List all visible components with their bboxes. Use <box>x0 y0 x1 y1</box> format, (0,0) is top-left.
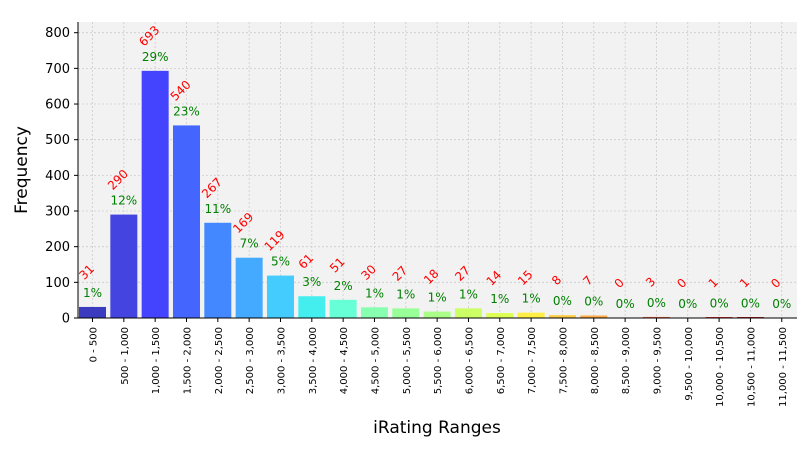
y-tick-label: 500 <box>45 133 70 148</box>
x-tick-label: 7,000 - 7,500 <box>527 327 538 394</box>
percent-label: 1% <box>522 292 541 306</box>
y-ticks: 0 100 200 300 400 500 600 700 800 <box>45 26 78 327</box>
x-tick-label: 10,000 - 10,500 <box>715 327 726 407</box>
y-tick-label: 600 <box>45 98 70 113</box>
percent-label: 7% <box>240 237 259 251</box>
percent-label: 1% <box>365 286 384 300</box>
percent-label: 0% <box>616 297 635 311</box>
bar <box>110 214 138 318</box>
bar <box>548 315 576 318</box>
percent-label: 0% <box>772 297 791 311</box>
y-tick-label: 400 <box>45 169 70 184</box>
percent-label: 0% <box>553 294 572 308</box>
percent-label: 0% <box>678 297 697 311</box>
percent-label: 5% <box>271 255 290 269</box>
x-tick-label: 5,000 - 5,500 <box>402 327 413 394</box>
percent-label: 1% <box>83 286 102 300</box>
x-tick-label: 7,500 - 8,000 <box>558 327 569 394</box>
bar <box>329 299 357 318</box>
x-tick-label: 8,500 - 9,000 <box>621 327 632 394</box>
percent-label: 2% <box>334 279 353 293</box>
bar <box>423 311 451 318</box>
y-tick-label: 100 <box>45 276 70 291</box>
bar <box>204 222 232 318</box>
x-tick-label: 1,000 - 1,500 <box>151 327 162 394</box>
percent-label: 1% <box>396 287 415 301</box>
x-axis-title: iRating Ranges <box>373 418 501 438</box>
x-tick-label: 0 - 500 <box>89 327 100 362</box>
bar <box>580 315 608 318</box>
x-tick-label: 3,500 - 4,000 <box>308 327 319 394</box>
bars <box>79 70 764 318</box>
x-tick-label: 2,500 - 3,000 <box>245 327 256 394</box>
x-tick-label: 500 - 1,000 <box>120 327 131 385</box>
bar <box>454 308 482 318</box>
x-tick-label: 2,000 - 2,500 <box>214 327 225 394</box>
bar <box>486 313 514 318</box>
y-tick-label: 800 <box>45 26 70 41</box>
x-tick-label: 10,500 - 11,000 <box>746 327 757 407</box>
x-ticks: 0 - 500 500 - 1,000 1,000 - 1,500 1,500 - 2… <box>89 318 789 407</box>
bar <box>517 312 545 318</box>
y-tick-label: 300 <box>45 205 70 220</box>
x-tick-label: 9,500 - 10,000 <box>684 327 695 401</box>
percent-label: 0% <box>741 297 760 311</box>
percent-label: 0% <box>710 297 729 311</box>
x-tick-label: 6,500 - 7,000 <box>496 327 507 394</box>
grid-lines <box>78 22 797 319</box>
bar <box>298 296 326 318</box>
y-tick-label: 700 <box>45 62 70 77</box>
x-tick-label: 8,000 - 8,500 <box>590 327 601 394</box>
x-tick-label: 1,500 - 2,000 <box>182 327 193 394</box>
percent-label: 11% <box>204 202 231 216</box>
percent-label: 0% <box>647 296 666 310</box>
bar <box>172 125 200 318</box>
y-axis-title: Frequency <box>12 126 32 214</box>
percent-label: 12% <box>110 194 137 208</box>
bar-labels: 1%3112%29029%69323%54011%2677%1695%1193%… <box>76 23 791 311</box>
x-tick-label: 4,500 - 5,000 <box>370 327 381 394</box>
bar <box>392 308 420 318</box>
percent-label: 3% <box>302 275 321 289</box>
x-tick-label: 6,000 - 6,500 <box>464 327 475 394</box>
percent-label: 1% <box>459 287 478 301</box>
y-tick-label: 200 <box>45 240 70 255</box>
x-tick-label: 11,000 - 11,500 <box>778 327 789 407</box>
percent-label: 0% <box>584 295 603 309</box>
bar <box>141 70 169 318</box>
bar <box>360 307 388 318</box>
x-tick-label: 3,000 - 3,500 <box>276 327 287 394</box>
bar <box>266 275 294 318</box>
x-tick-label: 9,000 - 9,500 <box>652 327 663 394</box>
x-tick-label: 4,000 - 4,500 <box>339 327 350 394</box>
percent-label: 1% <box>428 291 447 305</box>
percent-label: 29% <box>142 50 169 64</box>
bar <box>79 306 106 318</box>
y-tick-label: 0 <box>62 312 70 327</box>
x-tick-label: 5,500 - 6,000 <box>433 327 444 394</box>
percent-label: 23% <box>173 104 200 118</box>
percent-label: 1% <box>490 292 509 306</box>
bar <box>235 257 263 318</box>
